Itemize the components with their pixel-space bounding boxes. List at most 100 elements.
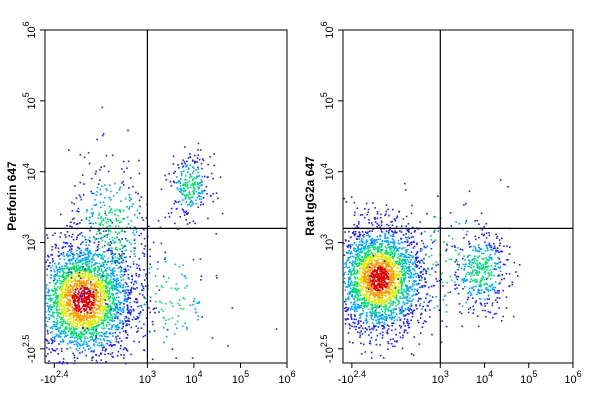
event-dot [362, 281, 364, 283]
event-dot [128, 196, 131, 198]
event-dot [79, 270, 81, 273]
event-dot [55, 306, 58, 308]
event-dot [121, 322, 124, 324]
event-dot [182, 165, 185, 167]
event-dot [70, 221, 72, 223]
event-dot [68, 341, 71, 344]
event-dot [83, 315, 86, 317]
event-dot [69, 285, 72, 287]
event-dot [104, 301, 106, 304]
event-dot [372, 244, 374, 246]
event-dot [164, 257, 167, 259]
event-dot [142, 252, 144, 254]
event-dot [101, 297, 104, 299]
event-dot [391, 252, 394, 254]
event-dot [196, 175, 198, 178]
event-dot [107, 321, 110, 324]
event-dot [354, 296, 356, 298]
event-dot [79, 259, 82, 262]
event-dot [72, 309, 74, 311]
event-dot [393, 218, 396, 220]
event-dot [111, 270, 114, 272]
event-dot [358, 262, 361, 264]
event-dot [138, 341, 141, 343]
event-dot [118, 326, 121, 329]
event-dot [92, 297, 95, 299]
event-dot [187, 194, 189, 196]
event-dot [376, 302, 379, 304]
event-dot [343, 254, 346, 256]
event-dot [390, 343, 393, 345]
event-dot [79, 335, 82, 337]
event-dot [80, 311, 82, 313]
event-dot [55, 266, 58, 269]
event-dot [74, 304, 76, 307]
event-dot [114, 317, 116, 319]
event-dot [115, 293, 117, 295]
event-dot [51, 326, 53, 328]
event-dot [73, 330, 75, 332]
event-dot [54, 278, 56, 280]
event-dot [62, 273, 64, 276]
event-dot [76, 285, 79, 287]
event-dot [81, 281, 83, 284]
event-dot [182, 170, 185, 172]
event-dot [85, 218, 88, 221]
event-dot [71, 259, 73, 261]
event-dot [84, 330, 86, 332]
event-dot [100, 268, 103, 270]
event-dot [415, 264, 418, 267]
event-dot [106, 272, 108, 275]
event-dot [417, 300, 420, 302]
event-dot [47, 294, 50, 297]
event-dot [411, 283, 414, 285]
event-dot [359, 280, 362, 283]
event-dot [119, 291, 121, 294]
event-dot [81, 292, 83, 294]
event-dot [82, 282, 84, 285]
event-dot [127, 269, 130, 271]
event-dot [138, 159, 140, 162]
event-dot [363, 296, 365, 298]
event-dot [170, 211, 173, 214]
event-dot [77, 276, 79, 278]
event-dot [114, 213, 116, 216]
event-dot [372, 294, 375, 297]
event-dot [117, 215, 119, 217]
event-dot [369, 340, 371, 342]
event-dot [213, 153, 215, 155]
event-dot [374, 315, 377, 317]
event-dot [75, 262, 77, 264]
event-dot [123, 306, 125, 308]
event-dot [413, 231, 416, 233]
event-dot [101, 287, 104, 289]
event-dot [98, 229, 101, 232]
event-dot [377, 289, 379, 292]
event-dot [91, 338, 94, 341]
event-dot [100, 270, 103, 272]
event-dot [174, 200, 177, 202]
event-dot [205, 185, 208, 188]
event-dot [351, 318, 353, 320]
event-dot [359, 251, 361, 253]
event-dot [79, 313, 81, 315]
event-dot [369, 314, 372, 317]
event-dot [109, 244, 111, 246]
event-dot [65, 328, 68, 330]
event-dot [123, 354, 125, 356]
event-dot [377, 258, 379, 260]
event-dot [68, 149, 70, 151]
event-dot [83, 308, 86, 310]
event-dot [95, 276, 98, 278]
event-dot [374, 221, 377, 223]
event-dot [108, 248, 110, 250]
event-dot [71, 288, 74, 290]
event-dot [103, 346, 105, 349]
event-dot [366, 321, 369, 323]
event-dot [73, 356, 76, 359]
event-dot [366, 213, 369, 216]
event-dot [187, 212, 189, 214]
event-dot [178, 265, 181, 268]
event-dot [380, 284, 382, 287]
event-dot [88, 255, 91, 258]
